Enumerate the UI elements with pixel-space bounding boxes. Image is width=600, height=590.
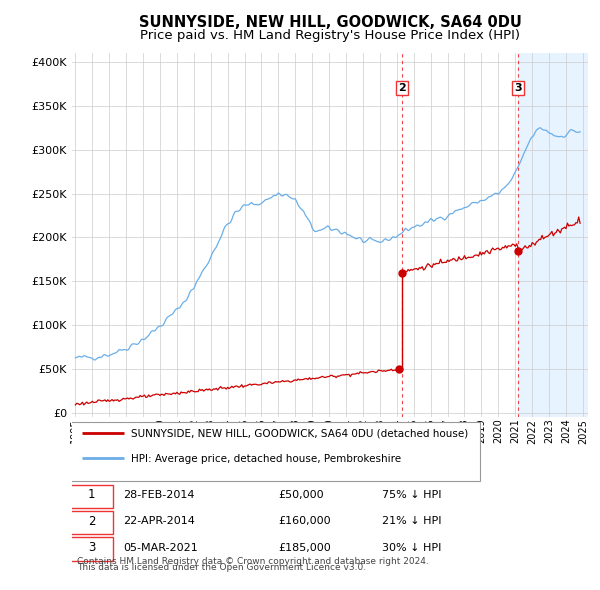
Text: 30% ↓ HPI: 30% ↓ HPI: [382, 542, 441, 552]
Text: £185,000: £185,000: [278, 542, 331, 552]
Text: 75% ↓ HPI: 75% ↓ HPI: [382, 490, 441, 500]
Text: Contains HM Land Registry data © Crown copyright and database right 2024.: Contains HM Land Registry data © Crown c…: [77, 557, 429, 566]
Text: 2: 2: [88, 514, 95, 527]
Text: £160,000: £160,000: [278, 516, 331, 526]
Text: Price paid vs. HM Land Registry's House Price Index (HPI): Price paid vs. HM Land Registry's House …: [140, 30, 520, 42]
Text: 2: 2: [398, 83, 406, 93]
Text: 1: 1: [88, 489, 95, 502]
Text: 21% ↓ HPI: 21% ↓ HPI: [382, 516, 441, 526]
Bar: [518, 53, 588, 417]
Text: HPI: Average price, detached house, Pembrokeshire: HPI: Average price, detached house, Pemb…: [131, 454, 401, 464]
FancyBboxPatch shape: [70, 537, 113, 560]
Text: This data is licensed under the Open Government Licence v3.0.: This data is licensed under the Open Gov…: [77, 563, 366, 572]
Text: SUNNYSIDE, NEW HILL, GOODWICK, SA64 0DU (detached house): SUNNYSIDE, NEW HILL, GOODWICK, SA64 0DU …: [131, 428, 469, 438]
FancyBboxPatch shape: [70, 485, 113, 508]
Text: 05-MAR-2021: 05-MAR-2021: [124, 542, 199, 552]
Text: SUNNYSIDE, NEW HILL, GOODWICK, SA64 0DU: SUNNYSIDE, NEW HILL, GOODWICK, SA64 0DU: [139, 15, 521, 30]
FancyBboxPatch shape: [67, 422, 479, 481]
Text: 3: 3: [514, 83, 522, 93]
Text: £50,000: £50,000: [278, 490, 324, 500]
FancyBboxPatch shape: [70, 511, 113, 535]
Text: 28-FEB-2014: 28-FEB-2014: [124, 490, 195, 500]
Text: 3: 3: [88, 541, 95, 554]
Text: 22-APR-2014: 22-APR-2014: [124, 516, 196, 526]
